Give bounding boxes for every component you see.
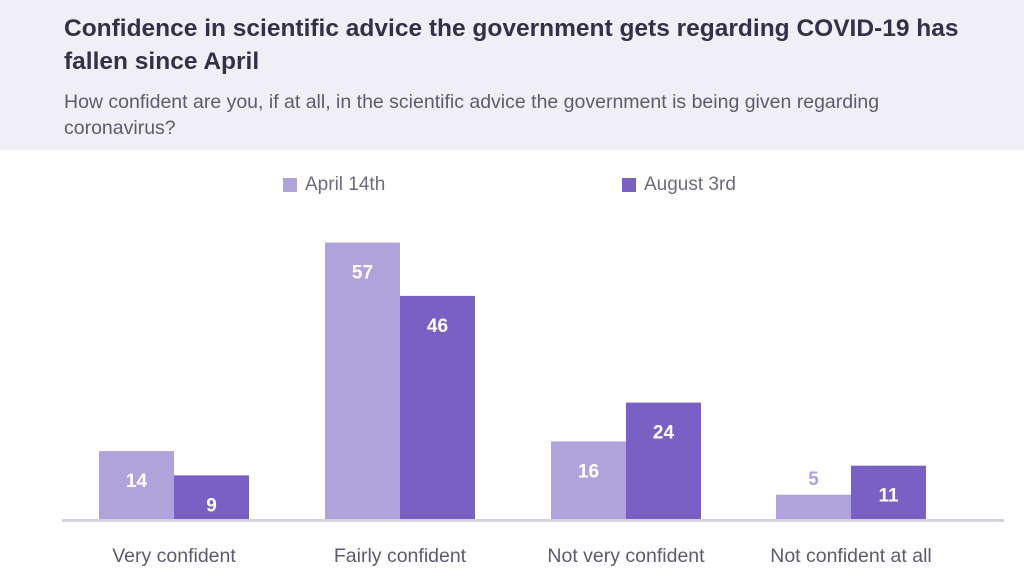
bar-august-4 bbox=[851, 465, 926, 519]
bar-april-3 bbox=[551, 441, 626, 519]
legend-label-april: April 14th bbox=[305, 174, 386, 195]
category-label-1: Very confident bbox=[112, 545, 236, 567]
data-label-august-4: 11 bbox=[878, 486, 899, 507]
bar-april-1 bbox=[99, 451, 174, 519]
bar-august-1 bbox=[174, 475, 249, 519]
category-label-2: Fairly confident bbox=[334, 545, 467, 567]
data-label-august-2: 46 bbox=[427, 316, 448, 337]
bar-april-2 bbox=[325, 242, 400, 520]
category-label-3: Not very confident bbox=[547, 545, 705, 567]
legend-item-august: August 3rd bbox=[622, 172, 736, 198]
data-label-april-4: 5 bbox=[808, 469, 819, 490]
data-label-april-1: 14 bbox=[126, 471, 148, 492]
category-label-4: Not confident at all bbox=[770, 545, 932, 567]
data-label-april-3: 16 bbox=[578, 461, 599, 482]
legend-swatch-april bbox=[283, 178, 297, 192]
header-band bbox=[0, 0, 1024, 150]
bar-august-3 bbox=[626, 402, 701, 519]
legend-swatch-august bbox=[622, 178, 636, 192]
data-label-august-1: 9 bbox=[206, 495, 217, 516]
legend-item-april: April 14th bbox=[283, 172, 385, 198]
chart-subtitle: How confident are you, if at all, in the… bbox=[64, 91, 880, 139]
data-label-april-2: 57 bbox=[352, 263, 373, 284]
data-label-august-3: 24 bbox=[653, 423, 675, 444]
chart-title: Confidence in scientific advice the gove… bbox=[64, 15, 959, 75]
bar-august-2 bbox=[400, 295, 475, 519]
legend-label-august: August 3rd bbox=[644, 174, 736, 195]
bar-april-4 bbox=[776, 494, 851, 519]
